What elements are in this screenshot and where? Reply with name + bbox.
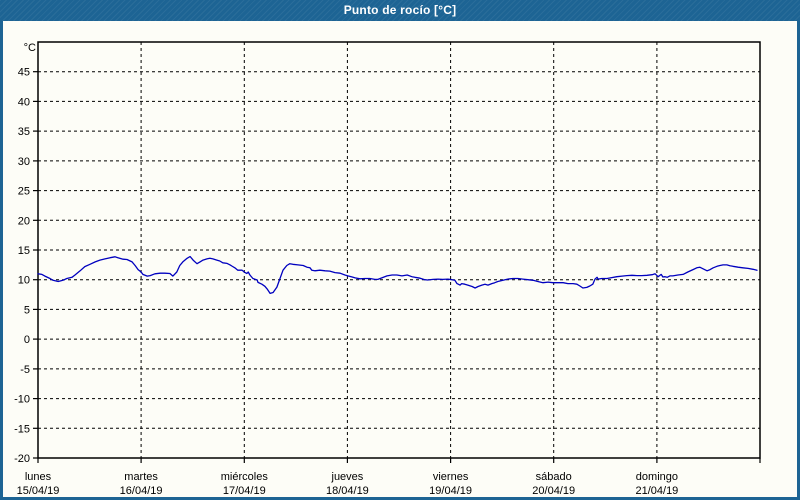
y-axis-unit-label: °C bbox=[24, 42, 36, 54]
x-date-label: 17/04/19 bbox=[223, 485, 266, 497]
chart-title-bar: Punto de rocío [°C] bbox=[0, 0, 800, 21]
y-tick-label: 25 bbox=[18, 186, 30, 198]
x-day-label: domingo bbox=[636, 471, 678, 483]
y-tick-label: -20 bbox=[14, 453, 30, 465]
y-tick-label: 35 bbox=[18, 126, 30, 138]
x-day-label: jueves bbox=[331, 471, 364, 483]
dew-point-series-line bbox=[37, 255, 758, 295]
x-date-label: 19/04/19 bbox=[429, 485, 472, 497]
chart-title: Punto de rocío [°C] bbox=[343, 3, 457, 17]
plot-border bbox=[37, 41, 761, 459]
y-tick-label: 5 bbox=[24, 304, 30, 316]
x-date-label: 15/04/19 bbox=[17, 485, 60, 497]
x-date-label: 20/04/19 bbox=[532, 485, 575, 497]
y-tick-label: 10 bbox=[18, 275, 30, 287]
y-tick-label: 45 bbox=[18, 67, 30, 79]
y-tick-label: 30 bbox=[18, 156, 30, 168]
x-day-label: martes bbox=[124, 471, 158, 483]
x-date-label: 18/04/19 bbox=[326, 485, 369, 497]
y-tick-label: 15 bbox=[18, 245, 30, 257]
x-day-label: miércoles bbox=[221, 471, 269, 483]
y-tick-label: 0 bbox=[24, 334, 30, 346]
x-date-label: 21/04/19 bbox=[635, 485, 678, 497]
x-date-label: 16/04/19 bbox=[120, 485, 163, 497]
y-tick-label: -5 bbox=[20, 364, 30, 376]
y-tick-label: 20 bbox=[18, 215, 30, 227]
y-tick-label: 40 bbox=[18, 96, 30, 108]
x-day-label: viernes bbox=[433, 471, 469, 483]
y-tick-label: -15 bbox=[14, 423, 30, 435]
x-day-label: sábado bbox=[536, 471, 572, 483]
y-tick-label: -10 bbox=[14, 394, 30, 406]
x-day-label: lunes bbox=[25, 471, 52, 483]
